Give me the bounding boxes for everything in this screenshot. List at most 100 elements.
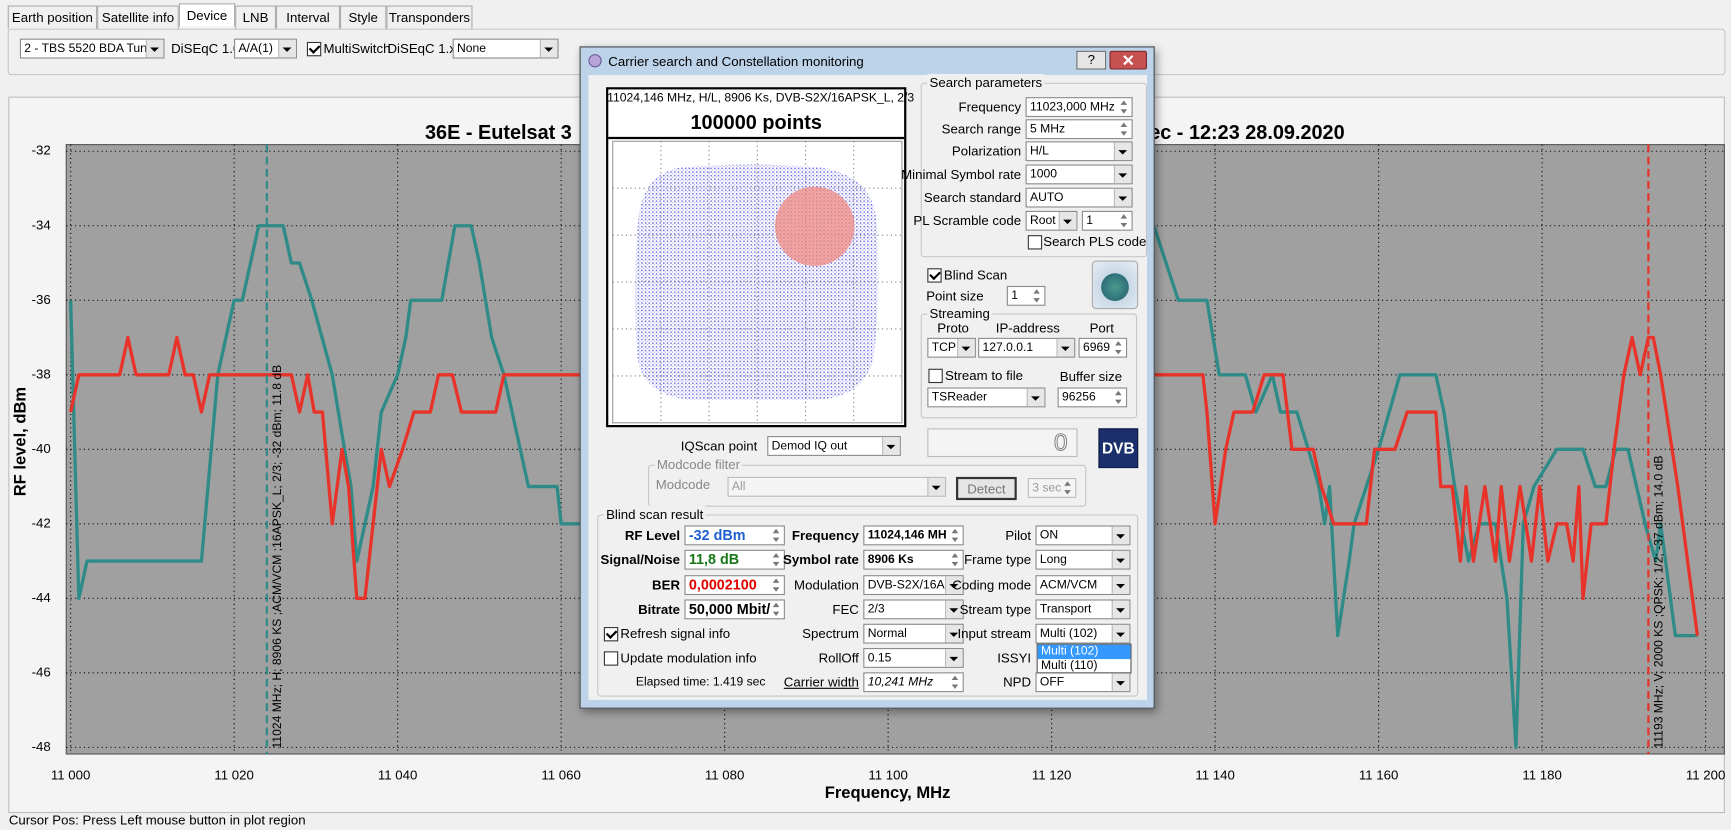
y-tick-label: -34 [32,217,51,232]
result-value[interactable]: ACM/VCM [1035,575,1131,596]
result-label: Stream type [959,601,1032,618]
result-value[interactable]: Normal [863,623,964,644]
dropdown-option[interactable]: Multi (102) [1037,644,1131,659]
result-value[interactable]: 11,8 dB [684,549,785,570]
tab[interactable]: Device [178,3,236,27]
multiswitch-check[interactable] [306,41,322,57]
y-tick-label: -44 [32,590,51,605]
pls-code[interactable]: 1 [1081,210,1133,231]
result-value[interactable]: -32 dBm [684,525,785,546]
y-tick-label: -48 [32,739,51,754]
logo [1091,260,1139,310]
proto-label: Proto [937,320,969,336]
result-value[interactable]: DVB-S2X/16APSK [863,575,964,596]
result-value[interactable]: 0,0002100 [684,575,785,596]
tab[interactable]: Satellite info [97,5,179,29]
buffer-size[interactable]: 96256 [1057,387,1128,408]
x-tick-label: 11 020 [214,768,254,783]
search-pls-check[interactable] [1027,235,1043,250]
point-size[interactable]: 1 [1006,285,1046,306]
search-label: Search standard [923,189,1022,206]
search-field[interactable]: 1000 [1025,164,1133,185]
marker-label: 11193 MHz; V; 2000 KS ;QPSK; 1/2; -37 dB… [1652,456,1666,749]
result-label: Symbol rate [783,551,859,568]
result-label: RF Level [624,527,681,544]
interval[interactable]: 3 sec [1027,478,1077,498]
result-value[interactable]: ON [1035,525,1131,546]
search-label: Frequency [958,99,1022,115]
search-field[interactable]: 5 MHz [1025,119,1133,140]
tab[interactable]: LNB [235,5,276,29]
port[interactable]: 6969 [1078,337,1128,358]
search-group-title: Search parameters [927,73,1045,92]
result-label: Input stream [957,625,1032,642]
ip-address[interactable]: 127.0.0.1 [978,337,1076,358]
pls-mode[interactable]: Root [1025,210,1078,231]
proto[interactable]: TCP [927,337,976,358]
blind-scan-label: Blind Scan [943,267,1008,283]
dialog-title: Carrier search and Constellation monitor… [608,54,864,70]
result-value[interactable]: 8906 Ks [863,549,964,570]
stream-file-check[interactable] [928,368,943,384]
result-value[interactable]: OFF [1035,672,1131,693]
result-value[interactable]: 0.15 [863,648,964,668]
tuner-select[interactable]: 2 - TBS 5520 BDA Tuner [19,38,165,59]
iqscan-select[interactable]: Demod IQ out [767,436,901,456]
tab[interactable]: Style [340,5,387,29]
close-button[interactable] [1109,50,1148,70]
x-axis-label: Frequency, MHz [825,783,951,802]
result-value[interactable]: 10,241 MHz [863,672,964,693]
search-pls-label: Search PLS code [1043,234,1147,250]
y-axis-label: RF level, dBm [10,387,29,496]
result-value[interactable]: Transport [1035,599,1131,620]
result-value[interactable]: 11024,146 MH [863,525,964,546]
modcode-label: Modcode [655,476,711,493]
detect-button[interactable]: Detect [956,476,1017,501]
diseqc10-label: DiSEqC 1.0: [171,40,245,57]
y-tick-label: -42 [32,515,51,530]
refresh-check[interactable] [603,627,619,642]
constellation-points: 100000 points [690,111,822,134]
modcode-select[interactable]: All [727,476,947,497]
y-tick-label: -36 [32,292,51,307]
refresh-label: Refresh signal info [620,625,731,642]
x-tick-label: 11 060 [541,768,581,783]
diseqc1x-select[interactable]: None [452,38,559,59]
update-check[interactable] [603,651,619,666]
x-tick-label: 11 200 [1686,768,1726,783]
diseqc10-select[interactable]: A/A(1) [234,38,297,59]
result-group [597,514,1139,697]
dialog-icon [588,54,602,68]
search-field[interactable]: AUTO [1025,187,1133,208]
search-field[interactable]: H/L [1025,141,1133,162]
x-tick-label: 11 140 [1195,768,1235,783]
point-size-label: Point size [926,288,984,304]
result-label: Signal/Noise [600,551,681,568]
modcode-group-title: Modcode filter [654,455,743,474]
marker-label: 11024 MHz; H; 8906 KS ;ACM/VCM ;16APSK_L… [270,365,284,749]
iqscan-label: IQScan point [680,438,758,454]
tab[interactable]: Transponders [386,5,473,29]
modcode-group [648,464,1087,507]
status-bar: Cursor Pos: Press Left mouse button in p… [8,812,306,828]
streaming-group-title: Streaming [927,304,993,323]
result-value[interactable]: 50,000 Mbit/ [684,599,785,620]
result-value[interactable]: Long [1035,549,1131,570]
y-tick-label: -46 [32,664,51,679]
search-field[interactable]: 11023,000 MHz [1025,97,1133,118]
tab[interactable]: Earth position [7,5,98,29]
blind-scan-check[interactable] [927,268,942,283]
chart-title: 36E - Eutelsat 3 [425,122,572,144]
reader[interactable]: TSReader [927,387,1046,408]
x-tick-label: 11 040 [378,768,418,783]
x-tick-label: 11 120 [1032,768,1072,783]
search-label: Search range [941,121,1022,137]
result-value[interactable]: 2/3 [863,599,964,620]
search-label: PL Scramble code [913,213,1022,229]
help-button[interactable]: ? [1076,50,1107,70]
tab[interactable]: Interval [275,5,341,29]
dropdown-option[interactable]: Multi (110) [1041,658,1098,672]
result-value[interactable]: Multi (102) [1035,623,1131,644]
update-label: Update modulation info [620,650,757,666]
